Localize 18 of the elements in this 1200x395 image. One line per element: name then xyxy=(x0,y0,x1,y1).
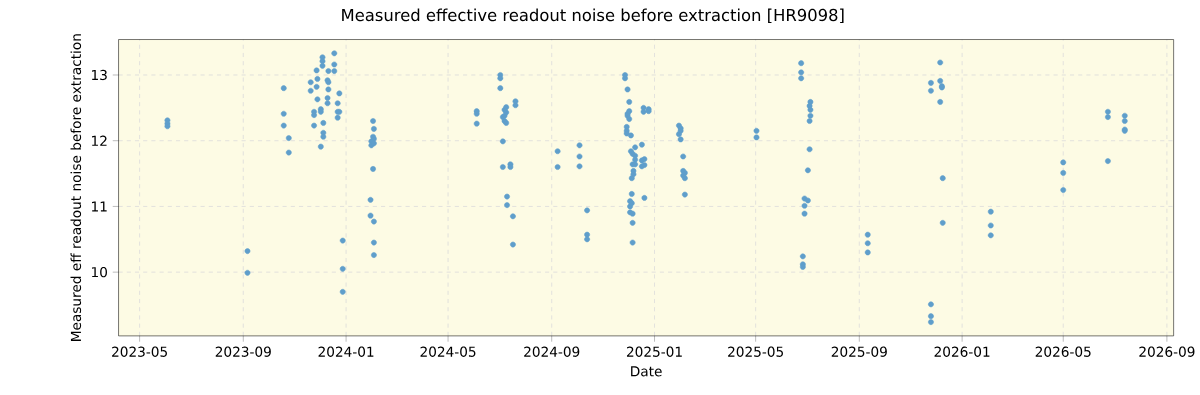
x-tick-label: 2025-01 xyxy=(626,346,682,357)
y-tick-label: 13 xyxy=(92,69,107,81)
x-tick-label: 2025-05 xyxy=(728,346,783,357)
x-tick-label: 2024-01 xyxy=(318,346,374,357)
x-tick-label: 2026-01 xyxy=(934,346,990,357)
y-tick-label: 12 xyxy=(92,135,107,146)
x-axis-title: Date xyxy=(631,366,662,377)
x-tick-label: 2025-09 xyxy=(831,346,887,357)
chart-title: Measured effective readout noise before extraction [HR9098] xyxy=(342,8,844,24)
x-tick-label: 2026-05 xyxy=(1035,346,1091,357)
x-tick-label: 2026-09 xyxy=(1139,346,1195,357)
y-tick-label: 10 xyxy=(92,266,108,278)
x-tick-label: 2023-05 xyxy=(112,346,167,357)
y-tick-label: 11 xyxy=(92,201,107,212)
y-axis-title: Measured eff readout noise before extraction xyxy=(70,34,82,341)
x-tick-label: 2023-09 xyxy=(215,346,271,357)
x-tick-label: 2024-09 xyxy=(524,346,580,357)
x-tick-label: 2024-05 xyxy=(420,346,476,357)
